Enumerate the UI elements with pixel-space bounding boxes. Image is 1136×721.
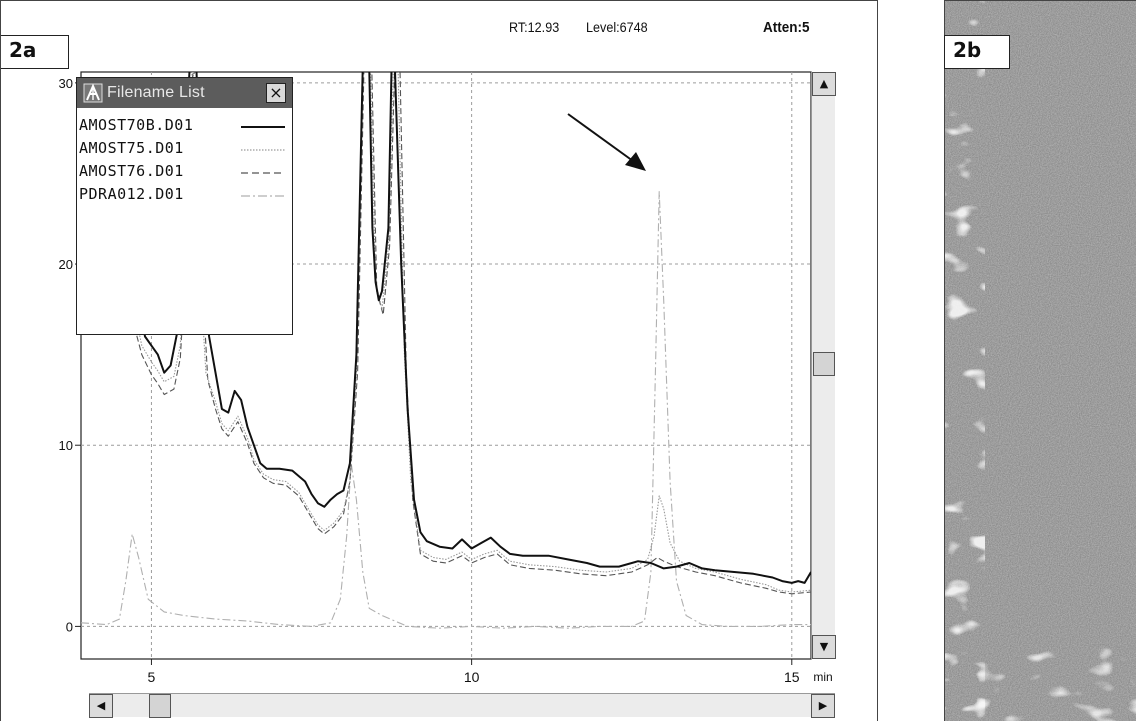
- panel-label-2b: 2b: [944, 35, 1010, 69]
- filename-list: AMOST70B.D01 AMOST75.D01 AMOST76.D01 PDR…: [77, 108, 292, 206]
- y-tick-label: 0: [66, 619, 73, 634]
- vertical-scroll-thumb[interactable]: [813, 352, 835, 376]
- scroll-right-button[interactable]: ▶: [811, 694, 835, 718]
- fiber-micrograph-image: [945, 1, 1136, 721]
- x-axis: 5 10 15 min: [148, 659, 833, 685]
- y-tick-label: 10: [59, 438, 73, 453]
- series-line-amost76-d01: [131, 72, 811, 595]
- app-icon: [83, 83, 103, 103]
- filename-label: AMOST70B.D01: [79, 116, 194, 134]
- close-button[interactable]: ×: [266, 83, 286, 103]
- filename-label: AMOST76.D01: [79, 162, 184, 180]
- legend-swatch-dash-dot: [241, 195, 285, 197]
- x-tick-label: 5: [148, 669, 156, 685]
- list-item[interactable]: PDRA012.D01: [77, 183, 292, 206]
- y-tick-label: 20: [59, 257, 73, 272]
- panel-2b-micrograph: 2b: [944, 0, 1136, 721]
- scroll-left-button[interactable]: ◀: [89, 694, 113, 718]
- y-tick-label: 30: [59, 76, 73, 91]
- list-item[interactable]: AMOST75.D01: [77, 137, 292, 160]
- scroll-up-button[interactable]: ▲: [812, 72, 836, 96]
- peak-arrow-annotation: [567, 113, 646, 171]
- filename-list-window[interactable]: Filename List × AMOST70B.D01 AMOST75.D01…: [76, 77, 293, 335]
- filename-label: AMOST75.D01: [79, 139, 184, 157]
- list-item[interactable]: AMOST76.D01: [77, 160, 292, 183]
- level-readout: Level:6748: [586, 19, 648, 35]
- arrow-right-icon: ▶: [818, 699, 828, 712]
- scroll-down-button[interactable]: ▼: [812, 635, 836, 659]
- close-icon: ×: [269, 83, 283, 102]
- horizontal-scrollbar[interactable]: ◀ ▶: [89, 693, 835, 718]
- vertical-scrollbar[interactable]: ▲ ▼: [811, 72, 836, 659]
- list-item[interactable]: AMOST70B.D01: [77, 114, 292, 137]
- x-axis-label: min: [813, 670, 832, 684]
- arrow-up-icon: ▲: [819, 77, 829, 90]
- horizontal-scroll-thumb[interactable]: [149, 694, 171, 718]
- panel-2a-chromatogram: 0 10 20 30 5 10 15 min 2a RT:12.93 Level:6748 …: [0, 0, 878, 721]
- panel-label-2a: 2a: [1, 35, 69, 69]
- x-tick-label: 15: [784, 669, 800, 685]
- arrow-left-icon: ◀: [96, 699, 106, 712]
- arrow-down-icon: ▼: [819, 640, 829, 653]
- attenuation-readout: Atten:5: [763, 19, 810, 36]
- legend-swatch-dashed: [241, 172, 285, 174]
- filename-list-titlebar[interactable]: Filename List ×: [77, 78, 292, 108]
- x-tick-label: 10: [464, 669, 480, 685]
- filename-label: PDRA012.D01: [79, 185, 184, 203]
- series-line-pdra012-d01: [81, 191, 811, 629]
- legend-swatch-solid: [241, 126, 285, 128]
- filename-list-title: Filename List: [107, 84, 205, 101]
- legend-swatch-dotted: [241, 149, 285, 151]
- retention-time-readout: RT:12.93: [509, 19, 560, 35]
